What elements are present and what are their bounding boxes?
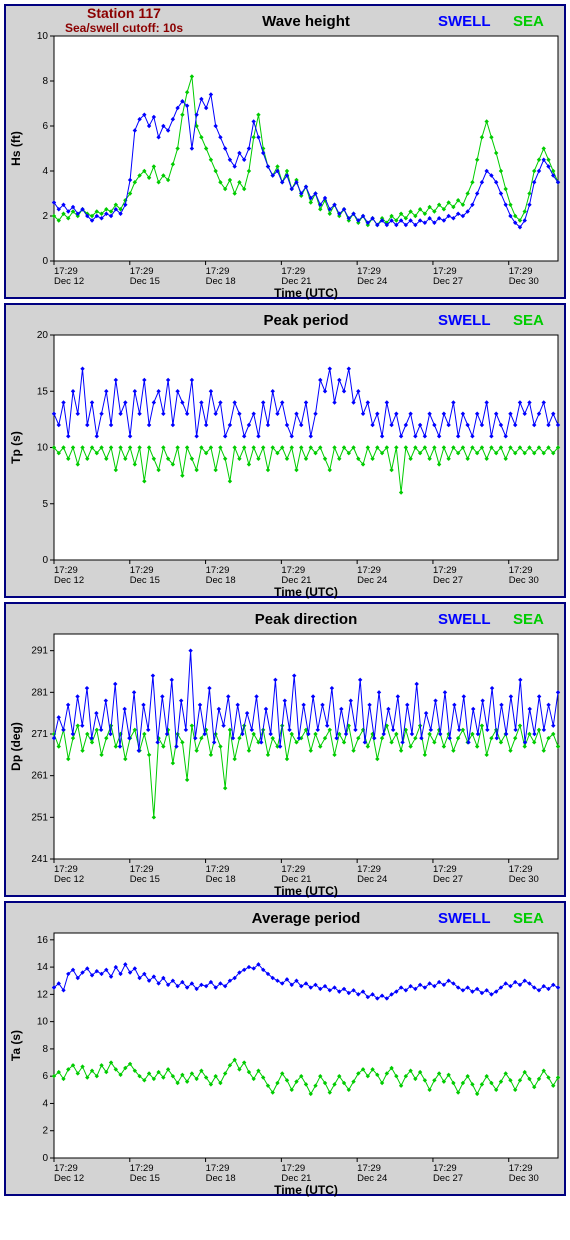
legend-swell: SWELL [438,611,491,628]
svg-text:281: 281 [31,687,48,698]
legend-sea: SEA [513,611,544,628]
svg-text:10: 10 [37,443,49,454]
svg-text:Dec 30: Dec 30 [509,276,539,287]
svg-text:4: 4 [42,1098,48,1109]
legend-swell: SWELL [438,312,491,329]
svg-text:Dec 12: Dec 12 [54,575,84,586]
svg-text:8: 8 [42,76,48,87]
svg-text:Dec 30: Dec 30 [509,575,539,586]
svg-text:10: 10 [37,31,49,42]
svg-text:10: 10 [37,1017,49,1028]
svg-text:15: 15 [37,386,49,397]
svg-text:Dec 27: Dec 27 [433,575,463,586]
svg-text:Dec 18: Dec 18 [206,1173,236,1184]
svg-text:Ta (s): Ta (s) [9,1030,23,1061]
chart-stack: 024681017:29Dec 1217:29Dec 1517:29Dec 18… [0,4,570,1196]
chart-panel-2: 24125126127128129117:29Dec 1217:29Dec 15… [4,602,566,897]
svg-text:Time (UTC): Time (UTC) [274,1183,338,1197]
svg-text:Dec 12: Dec 12 [54,874,84,885]
svg-text:Dec 30: Dec 30 [509,1173,539,1184]
svg-text:Dec 15: Dec 15 [130,874,160,885]
svg-text:Dec 24: Dec 24 [357,276,387,287]
svg-text:0: 0 [42,1153,48,1164]
svg-text:241: 241 [31,854,48,865]
station-label: Station 117 [87,6,161,21]
svg-text:Dec 15: Dec 15 [130,575,160,586]
svg-text:Time (UTC): Time (UTC) [274,884,338,898]
svg-text:Dec 24: Dec 24 [357,874,387,885]
chart-panel-1: 0510152017:29Dec 1217:29Dec 1517:29Dec 1… [4,303,566,598]
svg-text:Time (UTC): Time (UTC) [274,585,338,599]
chart-title: Wave height [262,13,350,30]
svg-text:Dec 18: Dec 18 [206,276,236,287]
svg-text:16: 16 [37,935,49,946]
svg-text:8: 8 [42,1044,48,1055]
svg-text:Dec 18: Dec 18 [206,874,236,885]
svg-text:Dec 30: Dec 30 [509,874,539,885]
chart-title: Peak direction [255,611,358,628]
svg-text:Dec 15: Dec 15 [130,1173,160,1184]
svg-text:Hs (ft): Hs (ft) [9,131,23,166]
svg-text:Dec 27: Dec 27 [433,874,463,885]
svg-text:251: 251 [31,812,48,823]
svg-text:Dec 27: Dec 27 [433,1173,463,1184]
svg-text:2: 2 [42,1126,48,1137]
svg-text:14: 14 [37,962,49,973]
svg-text:0: 0 [42,555,48,566]
svg-text:261: 261 [31,771,48,782]
svg-text:20: 20 [37,330,49,341]
svg-text:5: 5 [42,499,48,510]
svg-text:291: 291 [31,646,48,657]
chart-title: Peak period [263,312,348,329]
svg-text:2: 2 [42,211,48,222]
svg-text:12: 12 [37,989,49,1000]
legend-sea: SEA [513,910,544,927]
chart-title: Average period [252,910,361,927]
legend-sea: SEA [513,13,544,30]
cutoff-label: Sea/swell cutoff: 10s [65,21,183,35]
svg-text:271: 271 [31,729,48,740]
svg-text:6: 6 [42,1071,48,1082]
legend-sea: SEA [513,312,544,329]
chart-panel-3: 024681012141617:29Dec 1217:29Dec 1517:29… [4,901,566,1196]
svg-text:Dec 24: Dec 24 [357,575,387,586]
svg-text:Time (UTC): Time (UTC) [274,286,338,300]
legend-swell: SWELL [438,910,491,927]
svg-text:4: 4 [42,166,48,177]
svg-text:Dec 12: Dec 12 [54,1173,84,1184]
legend-swell: SWELL [438,13,491,30]
svg-text:Dec 12: Dec 12 [54,276,84,287]
svg-text:0: 0 [42,256,48,267]
svg-text:Dec 27: Dec 27 [433,276,463,287]
chart-panel-0: 024681017:29Dec 1217:29Dec 1517:29Dec 18… [4,4,566,299]
svg-text:6: 6 [42,121,48,132]
svg-text:Tp (s): Tp (s) [9,431,23,464]
svg-text:Dec 24: Dec 24 [357,1173,387,1184]
svg-text:Dec 15: Dec 15 [130,276,160,287]
svg-text:Dec 18: Dec 18 [206,575,236,586]
svg-text:Dp (deg): Dp (deg) [9,722,23,771]
